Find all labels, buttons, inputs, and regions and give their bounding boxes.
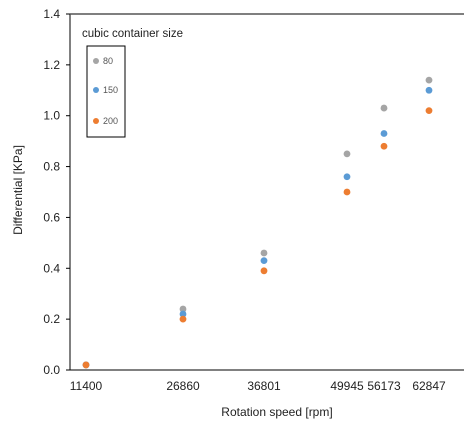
data-point-80: [179, 305, 187, 313]
y-tick-label: 0.2: [43, 312, 60, 326]
legend-marker-80: [93, 58, 99, 64]
data-point-150: [179, 310, 187, 318]
data-point-150: [425, 86, 433, 94]
legend-marker-200: [93, 118, 99, 124]
data-point-200: [179, 315, 187, 323]
x-tick-label: 36801: [247, 379, 281, 393]
y-tick-label: 0.4: [43, 261, 60, 275]
data-point-80: [380, 104, 388, 112]
y-tick-label: 1.4: [43, 7, 60, 21]
legend-label-150: 150: [103, 85, 118, 95]
data-point-200: [425, 107, 433, 115]
y-tick-labels: 0.0 0.2 0.4 0.6 0.8 1.0 1.2 1.4: [43, 7, 60, 377]
legend-title: cubic container size: [82, 28, 183, 40]
data-point-150: [380, 130, 388, 137]
data-point-200: [260, 267, 268, 275]
x-axis-title: Rotation speed [rpm]: [221, 405, 332, 419]
data-point-150: [260, 257, 268, 265]
y-tick-label: 1.0: [43, 109, 60, 123]
y-tick-label: 1.2: [43, 58, 60, 72]
legend-label-80: 80: [103, 56, 113, 66]
x-tick-label: 11400: [70, 379, 103, 393]
data-point-80: [343, 150, 351, 158]
y-tick-label: 0.6: [43, 210, 60, 224]
data-point-200: [380, 142, 388, 150]
x-tick-label: 49945: [330, 379, 364, 393]
y-tick-label: 0.0: [43, 363, 60, 377]
x-tick-label: 26860: [166, 379, 200, 393]
y-axis-title: Differential [KPa]: [11, 145, 25, 235]
data-point-150: [343, 173, 351, 181]
data-points: [82, 76, 433, 369]
x-tick-label: 56173: [367, 379, 401, 393]
data-point-80: [260, 249, 268, 257]
legend: 80 150 200: [93, 56, 118, 126]
legend-marker-150: [93, 87, 99, 93]
legend-box: [86, 45, 126, 138]
axes: [66, 13, 464, 371]
data-point-80: [425, 76, 433, 84]
y-tick-label: 0.8: [43, 160, 60, 174]
legend-label-200: 200: [103, 116, 118, 126]
data-point-200: [343, 188, 351, 196]
x-tick-label: 62847: [412, 379, 446, 393]
data-point-200: [82, 361, 90, 369]
x-tick-labels: 11400 26860 36801 49945 56173 62847: [70, 379, 446, 393]
